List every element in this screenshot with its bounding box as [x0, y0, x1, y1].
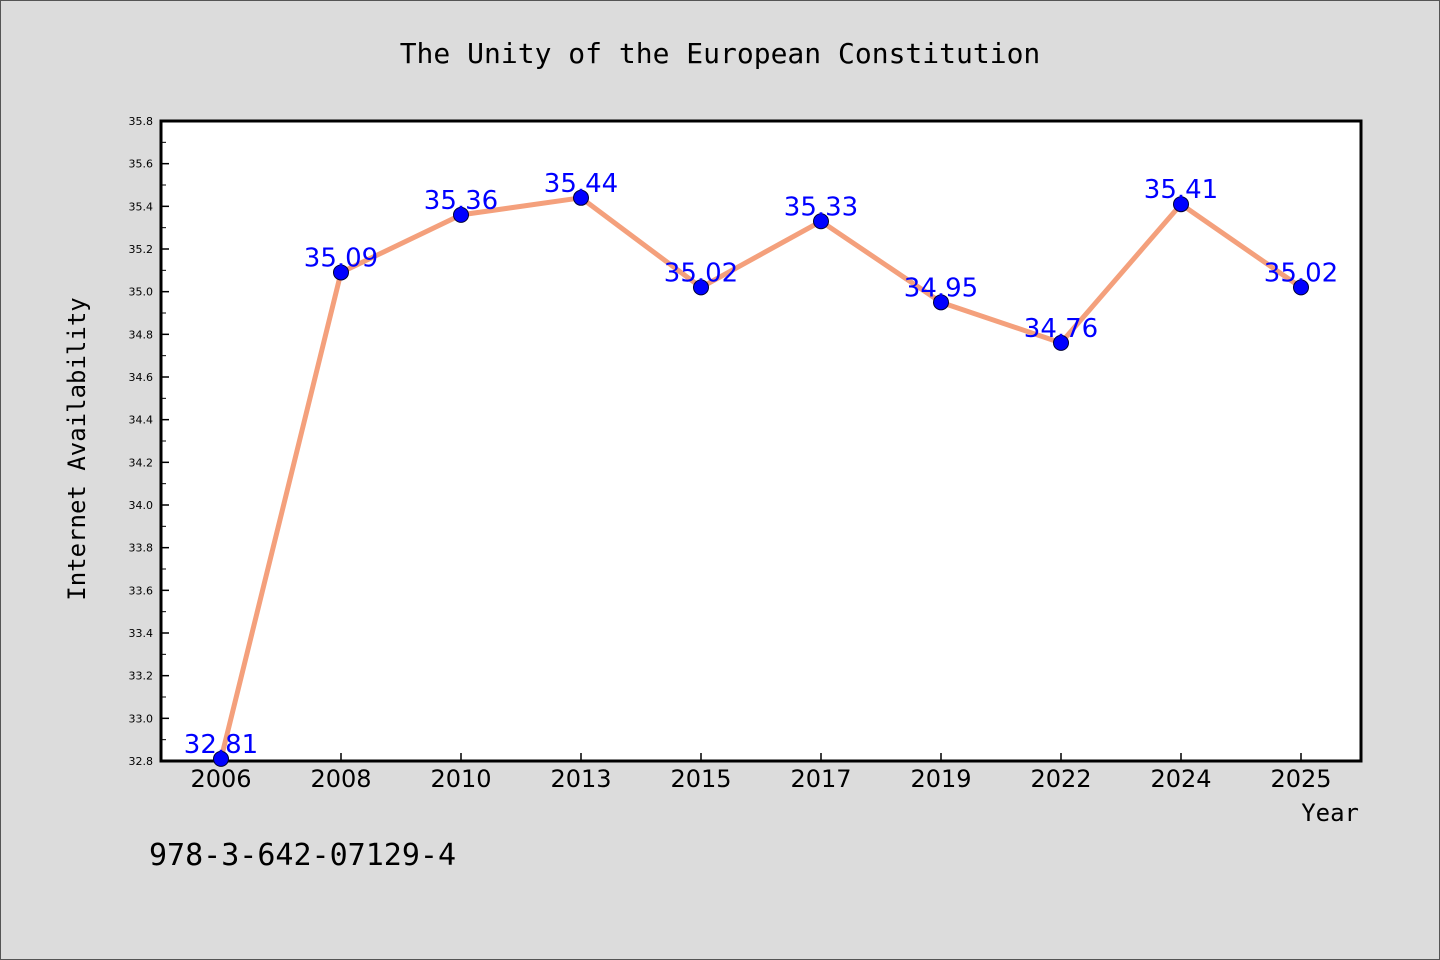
data-point — [1293, 279, 1309, 296]
x-tick-label: 2022 — [1030, 765, 1091, 793]
y-tick-label: 35.2 — [129, 243, 154, 256]
chart-title: The Unity of the European Constitution — [400, 37, 1041, 70]
data-label: 34.76 — [1024, 314, 1098, 344]
y-tick-label: 33.8 — [129, 542, 154, 555]
y-tick-label: 35.8 — [129, 115, 154, 128]
y-tick-label: 35.0 — [129, 286, 154, 299]
data-point — [453, 206, 469, 223]
y-axis-label: Internet Availability — [63, 297, 91, 600]
x-axis-label: Year — [1301, 799, 1359, 827]
data-label: 35.02 — [664, 258, 738, 288]
data-point — [1173, 196, 1189, 213]
data-point — [1053, 334, 1069, 351]
x-tick-label: 2008 — [310, 765, 371, 793]
y-tick-label: 35.6 — [129, 158, 154, 171]
x-tick-label: 2006 — [190, 765, 251, 793]
data-point — [933, 294, 949, 311]
data-label: 35.44 — [544, 169, 618, 199]
y-tick-label: 33.0 — [129, 712, 154, 725]
data-label: 35.09 — [304, 243, 378, 273]
data-point — [333, 264, 349, 281]
series-line — [218, 195, 1303, 760]
y-tick-label: 34.0 — [129, 499, 154, 512]
y-tick-label: 35.4 — [129, 200, 154, 213]
data-label: 34.95 — [904, 273, 978, 303]
x-tick-label: 2025 — [1270, 765, 1331, 793]
data-label: 32.81 — [184, 730, 258, 760]
y-tick-label: 34.4 — [129, 414, 154, 427]
y-tick-label: 33.4 — [129, 627, 154, 640]
data-label: 35.33 — [784, 192, 858, 222]
isbn-text: 978-3-642-07129-4 — [149, 838, 456, 873]
x-tick-label: 2019 — [910, 765, 971, 793]
y-tick-label: 33.6 — [129, 584, 154, 597]
series-markers — [213, 189, 1309, 767]
x-tick-label: 2017 — [790, 765, 851, 793]
x-tick-label: 2010 — [430, 765, 491, 793]
y-axis: 32.8 33.0 33.2 33.4 33.6 33.8 34.0 34.2 34.4 34.6… — [129, 115, 169, 768]
data-label: 35.02 — [1264, 258, 1338, 288]
x-tick-label: 2013 — [550, 765, 611, 793]
data-point — [213, 750, 229, 767]
data-label: 35.36 — [424, 186, 498, 216]
data-label: 35.41 — [1144, 175, 1218, 205]
data-labels: 32.81 35.09 35.36 35.44 35.02 35.33 34.95 34.76… — [184, 169, 1338, 760]
x-axis: 2006 2008 2010 2013 2015 2017 2019 2022 2024 2025 — [190, 753, 1332, 793]
plot-area — [159, 119, 1363, 763]
y-tick-label: 34.2 — [129, 456, 154, 469]
data-point — [693, 279, 709, 296]
y-tick-label: 34.8 — [129, 328, 154, 341]
x-tick-label: 2024 — [1150, 765, 1211, 793]
data-point — [813, 213, 829, 230]
x-tick-label: 2015 — [670, 765, 731, 793]
data-point — [573, 189, 589, 206]
y-tick-label: 34.6 — [129, 371, 154, 384]
y-tick-label: 32.8 — [129, 755, 154, 768]
y-tick-label: 33.2 — [129, 670, 154, 683]
